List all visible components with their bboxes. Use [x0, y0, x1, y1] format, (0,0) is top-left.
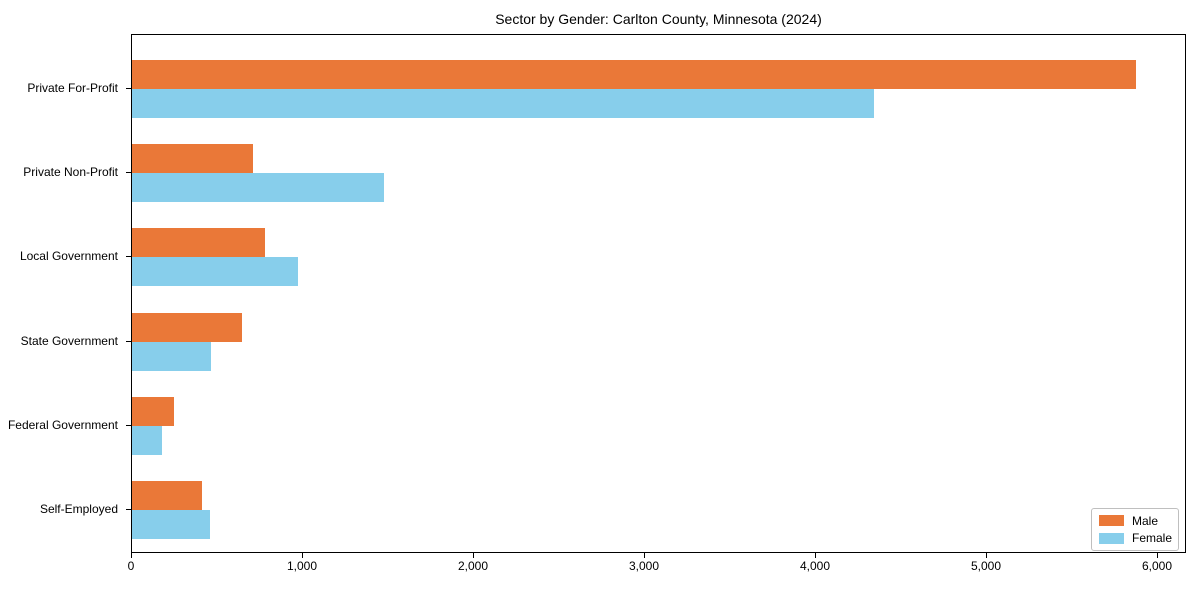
y-tick-label-private-for-profit: Private For-Profit: [27, 81, 118, 95]
bar-female-private-non-profit: [132, 173, 384, 202]
x-tick-4000: [815, 553, 816, 558]
x-tick-label-5000: 5,000: [970, 559, 1002, 573]
y-tick-private-for-profit: [126, 88, 131, 89]
legend-swatch-male: [1099, 515, 1124, 527]
y-tick-self-employed: [126, 509, 131, 510]
x-tick-label-0: 0: [127, 559, 135, 573]
x-tick-2000: [473, 553, 474, 558]
bar-male-self-employed: [132, 481, 202, 510]
bar-male-state-government: [132, 313, 242, 342]
y-tick-label-federal-government: Federal Government: [7, 418, 118, 432]
chart-title: Sector by Gender: Carlton County, Minnes…: [495, 11, 822, 27]
bar-female-federal-government: [132, 426, 162, 455]
bar-male-local-government: [132, 228, 265, 257]
legend-swatch-female: [1099, 532, 1124, 544]
y-tick-local-government: [126, 256, 131, 257]
y-tick-label-state-government: State Government: [20, 334, 118, 348]
bar-female-self-employed: [132, 510, 210, 539]
x-tick-label-3000: 3,000: [628, 559, 660, 573]
plot-area: [131, 34, 1186, 553]
x-tick-label-6000: 6,000: [1141, 559, 1173, 573]
x-tick-label-4000: 4,000: [799, 559, 831, 573]
x-tick-0: [131, 553, 132, 558]
bar-female-state-government: [132, 342, 211, 371]
bar-male-federal-government: [132, 397, 174, 426]
bar-female-private-for-profit: [132, 89, 874, 118]
y-tick-state-government: [126, 341, 131, 342]
y-tick-label-private-non-profit: Private Non-Profit: [23, 165, 118, 179]
x-tick-1000: [302, 553, 303, 558]
x-tick-label-1000: 1,000: [286, 559, 318, 573]
y-tick-federal-government: [126, 425, 131, 426]
legend-item-male: Male: [1099, 514, 1171, 528]
x-tick-label-2000: 2,000: [457, 559, 489, 573]
y-tick-label-self-employed: Self-Employed: [39, 502, 118, 516]
legend: Male Female: [1091, 508, 1179, 551]
legend-item-female: Female: [1099, 531, 1173, 546]
bar-male-private-for-profit: [132, 60, 1136, 89]
y-tick-private-non-profit: [126, 172, 131, 173]
legend-label-female: Female: [1132, 531, 1173, 546]
y-tick-label-local-government: Local Government: [19, 249, 118, 263]
bar-male-private-non-profit: [132, 144, 253, 173]
x-tick-3000: [644, 553, 645, 558]
bar-female-local-government: [132, 257, 298, 286]
legend-label-male: Male: [1132, 513, 1159, 528]
x-tick-5000: [986, 553, 987, 558]
x-tick-6000: [1157, 553, 1158, 558]
